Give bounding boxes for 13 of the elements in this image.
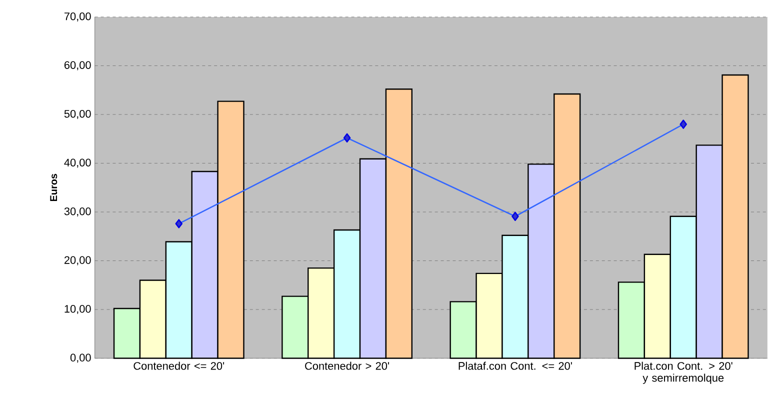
y-tick-label: 60,00 xyxy=(64,61,91,70)
x-tick-label: Contenedor > 20' xyxy=(305,362,390,370)
x-tick-label: Plataf.con Cont. <= 20' xyxy=(458,362,572,370)
x-tick-label: Contenedor <= 20' xyxy=(134,362,224,370)
y-axis-title: Euros xyxy=(50,174,58,201)
y-tick-label: 20,00 xyxy=(64,256,91,266)
x-tick-label: Plat.con Cont. > 20' y semirremolque xyxy=(634,362,732,384)
y-tick-label: 10,00 xyxy=(64,304,91,314)
y-tick-label: 50,00 xyxy=(64,110,91,119)
y-tick-label: 70,00 xyxy=(64,12,91,22)
y-tick-label: 40,00 xyxy=(64,158,91,168)
y-tick-label: 30,00 xyxy=(64,207,91,216)
y-tick-label: 0,00 xyxy=(70,354,91,363)
